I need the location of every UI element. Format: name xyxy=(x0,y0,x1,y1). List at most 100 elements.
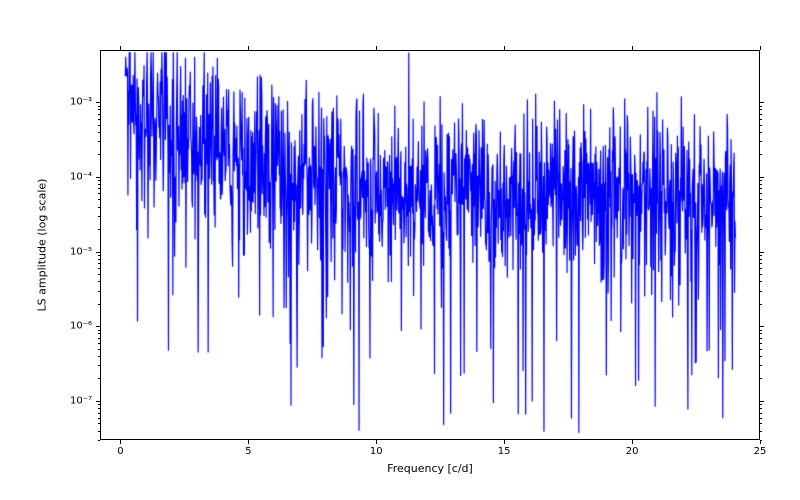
y-minor-tick xyxy=(98,229,100,230)
y-minor-tick xyxy=(98,378,100,379)
y-minor-tick xyxy=(98,125,100,126)
y-minor-tick xyxy=(98,199,100,200)
x-tick-label: 5 xyxy=(245,446,251,457)
y-minor-tick xyxy=(98,119,100,120)
x-tick-mark xyxy=(632,46,633,50)
y-minor-tick xyxy=(98,404,100,405)
x-tick-label: 25 xyxy=(754,446,767,457)
x-tick-mark xyxy=(376,440,377,444)
y-minor-tick xyxy=(760,132,762,133)
y-minor-tick xyxy=(760,119,762,120)
y-minor-tick xyxy=(98,330,100,331)
y-minor-tick xyxy=(98,263,100,264)
y-minor-tick xyxy=(760,207,762,208)
y-minor-tick xyxy=(98,413,100,414)
y-minor-tick xyxy=(760,180,762,181)
y-minor-tick xyxy=(98,291,100,292)
x-tick-label: 20 xyxy=(626,446,639,457)
x-tick-mark xyxy=(376,46,377,50)
y-minor-tick xyxy=(760,125,762,126)
y-minor-tick xyxy=(98,338,100,339)
y-minor-tick xyxy=(98,193,100,194)
x-tick-mark xyxy=(248,46,249,50)
y-tick-mark xyxy=(760,401,764,402)
x-tick-mark xyxy=(248,440,249,444)
y-minor-tick xyxy=(98,141,100,142)
y-minor-tick xyxy=(760,106,762,107)
y-minor-tick xyxy=(98,154,100,155)
y-minor-tick xyxy=(98,349,100,350)
y-minor-tick xyxy=(98,188,100,189)
y-tick-label: 10⁻⁷ xyxy=(70,395,92,406)
x-tick-label: 10 xyxy=(370,446,383,457)
y-minor-tick xyxy=(760,114,762,115)
y-minor-tick xyxy=(98,408,100,409)
y-minor-tick xyxy=(98,268,100,269)
y-minor-tick xyxy=(760,423,762,424)
x-tick-mark xyxy=(760,46,761,50)
y-minor-tick xyxy=(98,304,100,305)
y-tick-mark xyxy=(760,102,764,103)
x-tick-mark xyxy=(504,440,505,444)
y-minor-tick xyxy=(760,281,762,282)
y-tick-mark xyxy=(760,177,764,178)
y-minor-tick xyxy=(760,193,762,194)
y-minor-tick xyxy=(760,413,762,414)
y-minor-tick xyxy=(760,408,762,409)
y-tick-mark xyxy=(760,326,764,327)
x-tick-mark xyxy=(632,440,633,444)
y-minor-tick xyxy=(760,216,762,217)
periodogram-line xyxy=(101,51,761,441)
y-tick-label: 10⁻⁶ xyxy=(70,321,92,332)
y-tick-mark xyxy=(96,326,100,327)
y-minor-tick xyxy=(98,356,100,357)
y-minor-tick xyxy=(98,259,100,260)
y-minor-tick xyxy=(760,255,762,256)
y-minor-tick xyxy=(760,268,762,269)
y-tick-mark xyxy=(96,401,100,402)
y-minor-tick xyxy=(760,365,762,366)
y-minor-tick xyxy=(760,356,762,357)
y-minor-tick xyxy=(760,440,762,441)
y-minor-tick xyxy=(760,291,762,292)
y-minor-tick xyxy=(760,333,762,334)
y-minor-tick xyxy=(98,114,100,115)
y-minor-tick xyxy=(760,199,762,200)
y-minor-tick xyxy=(760,263,762,264)
y-minor-tick xyxy=(98,274,100,275)
x-tick-label: 15 xyxy=(498,446,511,457)
y-minor-tick xyxy=(98,418,100,419)
y-minor-tick xyxy=(98,343,100,344)
y-minor-tick xyxy=(760,431,762,432)
y-tick-mark xyxy=(96,252,100,253)
x-tick-mark xyxy=(120,440,121,444)
y-tick-label: 10⁻³ xyxy=(70,97,92,108)
y-minor-tick xyxy=(760,404,762,405)
x-tick-mark xyxy=(120,46,121,50)
y-minor-tick xyxy=(98,281,100,282)
y-minor-tick xyxy=(760,378,762,379)
y-tick-mark xyxy=(96,177,100,178)
y-minor-tick xyxy=(760,154,762,155)
y-minor-tick xyxy=(98,132,100,133)
y-minor-tick xyxy=(760,274,762,275)
y-minor-tick xyxy=(760,418,762,419)
plot-area xyxy=(100,50,760,440)
y-minor-tick xyxy=(760,330,762,331)
y-minor-tick xyxy=(98,333,100,334)
y-minor-tick xyxy=(98,365,100,366)
y-minor-tick xyxy=(98,109,100,110)
y-tick-mark xyxy=(760,252,764,253)
y-minor-tick xyxy=(98,255,100,256)
y-minor-tick xyxy=(98,184,100,185)
x-axis-label: Frequency [c/d] xyxy=(387,462,473,475)
y-minor-tick xyxy=(98,216,100,217)
y-minor-tick xyxy=(760,188,762,189)
y-minor-tick xyxy=(98,207,100,208)
y-tick-label: 10⁻⁴ xyxy=(70,171,92,182)
y-minor-tick xyxy=(760,141,762,142)
y-minor-tick xyxy=(98,423,100,424)
y-minor-tick xyxy=(98,180,100,181)
y-axis-label: LS amplitude (log scale) xyxy=(36,179,49,312)
y-tick-mark xyxy=(96,102,100,103)
